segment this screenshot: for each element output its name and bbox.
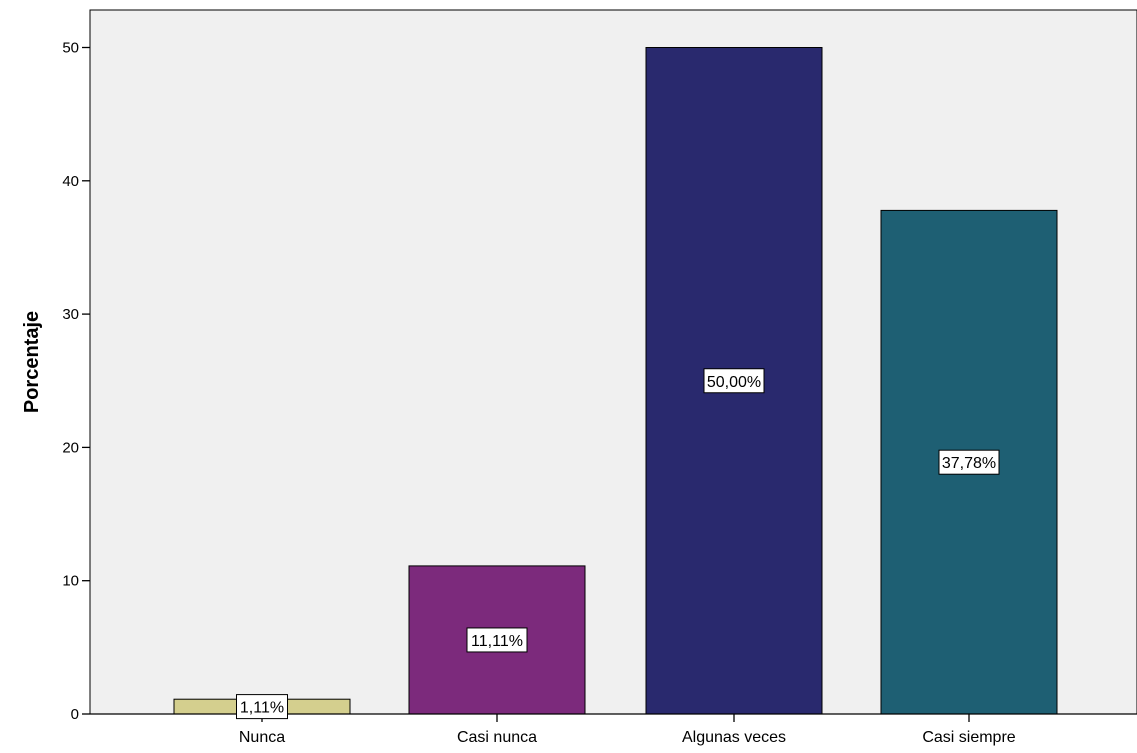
y-tick-label: 0 bbox=[71, 706, 79, 723]
data-label: 1,11% bbox=[240, 700, 284, 717]
y-tick-label: 40 bbox=[62, 173, 79, 190]
data-label: 11,11% bbox=[471, 633, 523, 650]
y-axis-title: Porcentaje bbox=[21, 311, 43, 413]
data-label-box bbox=[703, 368, 765, 394]
data-label-box bbox=[236, 694, 288, 720]
y-tick-label: 50 bbox=[62, 40, 79, 57]
y-tick-label: 20 bbox=[62, 439, 79, 456]
data-labels: 1,11% 11,11% 50,00% 37,78% bbox=[236, 368, 1000, 720]
x-tick-label: Casi siempre bbox=[922, 729, 1015, 746]
data-label: 50,00% bbox=[707, 374, 761, 391]
x-tick-label: Casi nunca bbox=[457, 729, 537, 746]
x-tick-label: Algunas veces bbox=[682, 729, 786, 746]
y-tick-label: 10 bbox=[62, 573, 79, 590]
y-axis: 0 10 20 30 40 50 bbox=[62, 40, 90, 723]
data-label: 37,78% bbox=[942, 455, 996, 472]
data-label-box bbox=[466, 627, 528, 653]
y-tick-label: 30 bbox=[62, 306, 79, 323]
data-label-box bbox=[938, 449, 1000, 475]
x-tick-label: Nunca bbox=[239, 729, 285, 746]
